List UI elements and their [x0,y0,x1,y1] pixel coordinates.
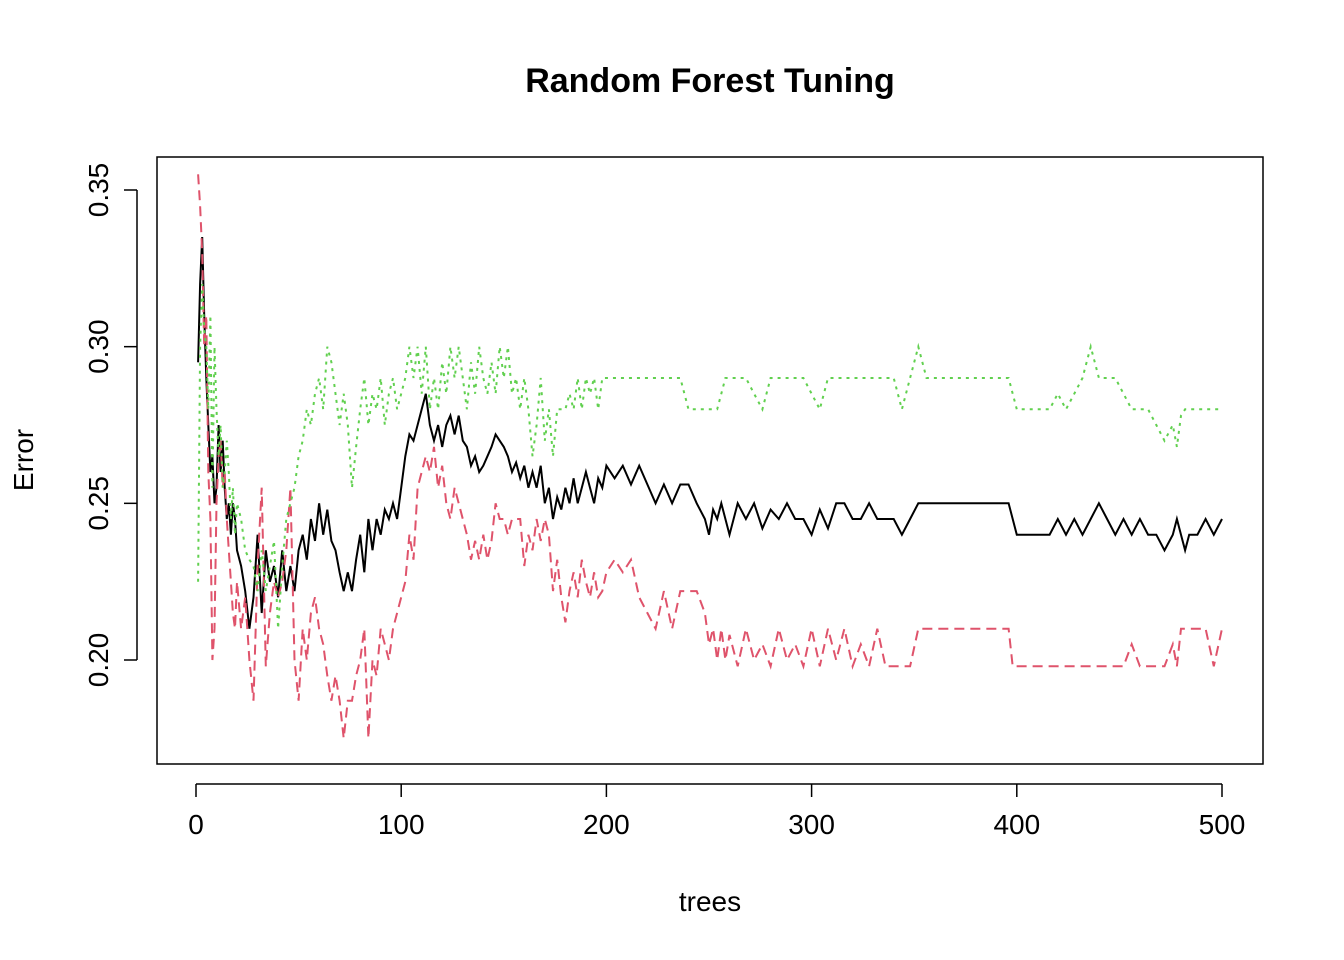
x-tick-label: 500 [1199,809,1246,840]
plot-frame [156,156,1264,765]
x-tick-label: 400 [993,809,1040,840]
chart-title: Random Forest Tuning [525,62,895,100]
y-axis: 0.20 0.25 0.30 0.35 [83,163,138,688]
x-tick-label: 0 [188,809,204,840]
x-tick-label: 300 [788,809,835,840]
series-line-2 [197,174,1223,739]
series-line-3 [197,283,1222,629]
y-axis-label: Error [8,429,39,491]
x-axis: 0 100 200 300 400 500 [188,783,1246,840]
series-line-1 [197,236,1223,629]
y-tick-label: 0.25 [83,476,114,531]
y-tick-label: 0.30 [83,319,114,374]
x-axis-label: trees [679,886,741,917]
y-tick-label: 0.20 [83,633,114,688]
y-tick-label: 0.35 [83,163,114,218]
x-tick-label: 200 [583,809,630,840]
series-layer [197,174,1223,739]
x-tick-label: 100 [378,809,425,840]
